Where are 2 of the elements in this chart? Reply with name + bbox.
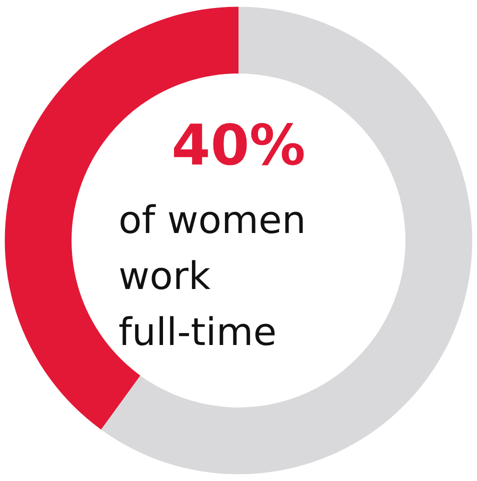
data-label: 40% [171, 114, 306, 178]
text: of women work full-time [118, 198, 318, 354]
